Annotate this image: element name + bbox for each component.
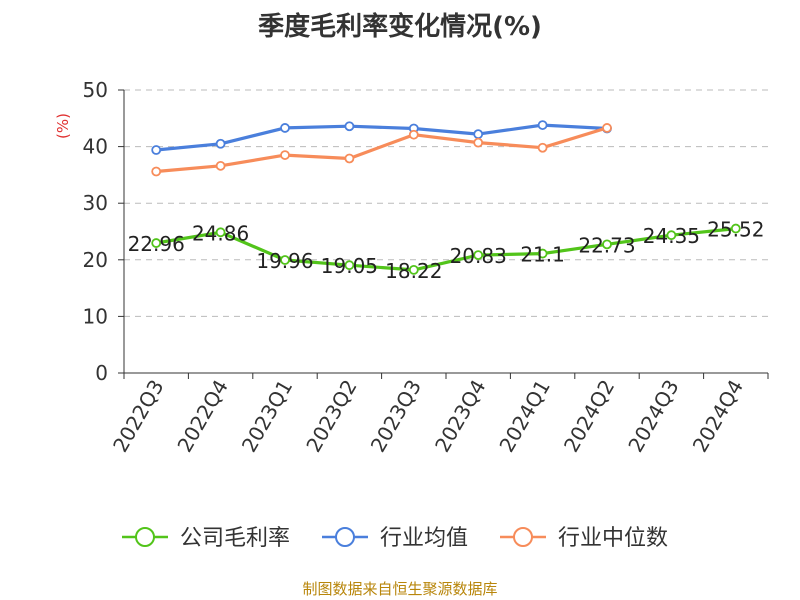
data-point [408, 264, 419, 275]
x-tick-label: 2022Q3 [108, 376, 168, 457]
legend-label: 行业均值 [380, 526, 468, 551]
data-label: 19.96 [256, 249, 313, 273]
data-point [730, 223, 741, 234]
x-tick-label: 2024Q1 [494, 376, 554, 457]
data-point [537, 142, 548, 153]
x-tick-label: 2024Q2 [559, 376, 619, 457]
x-tick-label: 2023Q2 [301, 376, 361, 457]
data-point [280, 123, 290, 133]
data-label: 22.96 [128, 232, 185, 256]
data-point [537, 248, 548, 259]
y-tick-label: 10 [83, 304, 108, 328]
data-label: 22.73 [578, 233, 635, 257]
legend-label: 行业中位数 [558, 526, 668, 551]
data-point [215, 160, 226, 171]
legend-label: 公司毛利率 [180, 526, 290, 551]
x-tick-label: 2023Q1 [237, 376, 297, 457]
data-point [151, 145, 162, 155]
data-label: 24.35 [643, 224, 700, 248]
data-point [602, 123, 612, 133]
data-label: 21.1 [520, 243, 565, 267]
data-label: 19.05 [321, 254, 378, 278]
y-tick-label: 0 [95, 361, 108, 385]
data-point [473, 129, 484, 140]
series-line [156, 123, 608, 152]
series-line [155, 227, 736, 272]
series-line [156, 126, 608, 174]
data-point [537, 120, 548, 130]
data-label: 20.83 [450, 244, 507, 268]
x-tick-label: 2023Q3 [366, 376, 426, 457]
data-point [344, 153, 355, 164]
x-tick-label: 2022Q4 [172, 376, 232, 457]
source-note: 制图数据来自恒生聚源数据库 [302, 580, 498, 598]
data-point [280, 255, 290, 265]
x-tick-label: 2023Q4 [430, 376, 490, 457]
data-point [280, 150, 290, 160]
data-label: 25.52 [707, 218, 764, 242]
data-label: 18.22 [385, 259, 442, 283]
data-point [344, 260, 355, 271]
legend-marker [513, 527, 533, 547]
y-tick-label: 30 [83, 191, 108, 215]
y-unit-label: (%) [54, 113, 72, 139]
data-point [344, 121, 355, 132]
y-tick-label: 20 [83, 248, 108, 272]
data-point [666, 230, 677, 241]
data-point [473, 250, 484, 261]
legend-marker [335, 527, 355, 547]
x-tick-label: 2024Q3 [623, 376, 683, 457]
y-tick-label: 40 [83, 135, 108, 159]
x-tick-label: 2024Q4 [688, 376, 748, 457]
data-point [215, 227, 226, 238]
legend-marker [135, 527, 155, 547]
y-tick-label: 50 [83, 78, 108, 102]
data-point [473, 137, 484, 148]
data-point [215, 138, 226, 149]
data-point [151, 238, 162, 248]
data-point [151, 166, 162, 177]
data-point [408, 129, 419, 140]
data-point [602, 239, 612, 250]
chart-title: 季度毛利率变化情况(%) [258, 12, 542, 42]
data-label: 24.86 [192, 221, 249, 245]
